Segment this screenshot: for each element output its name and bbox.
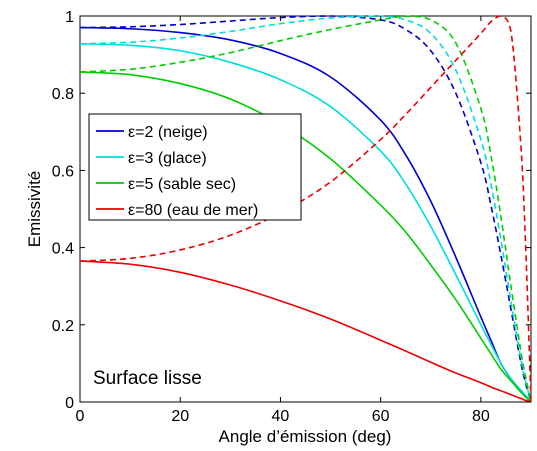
legend-box [88,113,302,221]
series-line-7-dashed [79,15,532,403]
legend-label: ε=80 (eau de mer) [128,202,258,219]
legend-label: ε=3 (glace) [128,150,207,167]
series-line-1-dashed [79,15,532,403]
legend-label: ε=2 (neige) [128,124,208,141]
x-tick-label: 0 [76,408,85,425]
legend-label: ε=5 (sable sec) [128,176,236,193]
x-tick-label: 80 [472,408,490,425]
legend: ε=2 (neige) ε=3 (glace) ε=5 (sable sec) ε=8… [88,113,302,221]
surface-annotation: Surface lisse [93,368,202,389]
y-tick-label: 0.6 [52,163,74,180]
legend-items: ε=2 (neige) ε=3 (glace) ε=5 (sable sec) ε=8… [96,124,258,219]
y-tick-label: 0.4 [52,241,74,258]
series-line-6-solid [79,260,532,403]
x-tick-label: 20 [171,408,189,425]
series-line-2-solid [79,42,532,403]
series-line-5-dashed [79,15,532,403]
x-tick-label: 40 [272,408,290,425]
series-line-4-solid [79,71,532,403]
plot-area: 0 20 40 60 80 0 0.2 0.4 0.6 0.8 1 [52,9,532,425]
y-tick-label: 0.8 [52,86,74,103]
tick-layer: 0 20 40 60 80 0 0.2 0.4 0.6 0.8 1 [52,9,531,425]
y-tick-label: 0.2 [52,318,74,335]
y-tick-label: 0 [65,395,74,412]
y-axis-label: Emissivité [25,171,44,248]
y-tick-label: 1 [65,9,74,26]
x-tick-label: 60 [372,408,390,425]
x-axis-label: Angle d’émission (deg) [219,427,392,446]
series-layer [79,15,532,403]
